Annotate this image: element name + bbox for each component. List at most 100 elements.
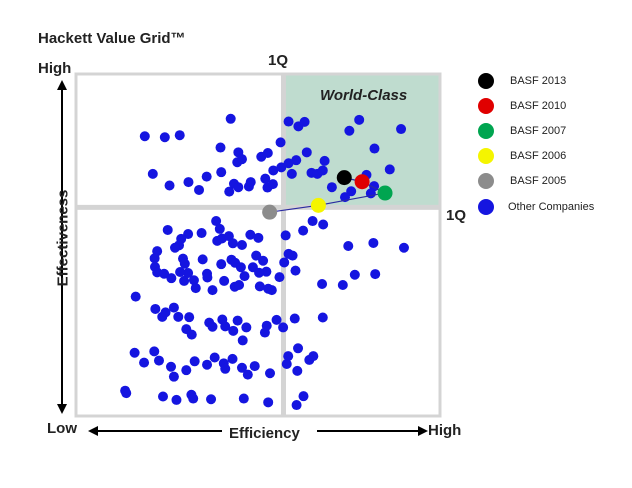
other-company-point	[343, 241, 354, 252]
other-company-point	[262, 148, 273, 159]
other-company-point	[197, 254, 208, 265]
other-company-point	[275, 137, 286, 148]
other-company-point	[280, 230, 291, 241]
other-company-point	[159, 268, 170, 279]
y-axis-label: Effectiveness	[54, 189, 72, 287]
other-company-point	[283, 116, 294, 127]
other-company-point	[337, 280, 348, 291]
other-company-point	[194, 184, 205, 195]
other-company-point	[349, 269, 360, 280]
other-company-point	[251, 250, 262, 261]
other-company-point	[207, 321, 218, 332]
other-company-point	[209, 352, 220, 363]
other-company-point	[147, 168, 158, 179]
other-company-point	[237, 335, 248, 346]
other-company-point	[179, 258, 190, 269]
grid-frame	[74, 72, 442, 418]
other-company-point	[384, 164, 395, 175]
other-company-point	[289, 313, 300, 324]
other-company-point	[286, 168, 297, 179]
other-company-point	[307, 216, 318, 227]
other-company-point	[160, 307, 171, 318]
other-company-point	[166, 273, 177, 284]
other-company-point	[215, 142, 226, 153]
legend-label: BASF 2007	[510, 125, 567, 137]
other-company-point	[206, 394, 217, 405]
other-company-point	[211, 216, 222, 227]
other-company-point	[354, 114, 365, 125]
legend-item-basf-2006: BASF 2006	[478, 147, 566, 165]
other-company-point	[301, 147, 312, 158]
other-company-point	[227, 353, 238, 364]
other-company-point	[164, 180, 175, 191]
other-company-point	[219, 275, 230, 286]
other-company-point	[281, 359, 292, 370]
point-basf-2013	[336, 170, 352, 186]
other-company-point	[299, 116, 310, 127]
other-company-point	[220, 363, 231, 374]
legend-label: BASF 2013	[510, 75, 567, 87]
other-company-point	[298, 225, 309, 236]
legend-marker	[478, 148, 494, 164]
other-company-point	[236, 362, 247, 373]
other-company-point	[245, 177, 256, 188]
other-company-point	[150, 303, 161, 314]
other-company-point	[290, 265, 301, 276]
other-company-point	[225, 113, 236, 124]
other-company-point	[236, 154, 247, 165]
other-company-point	[398, 242, 409, 253]
other-company-point	[129, 347, 140, 358]
other-company-point	[283, 351, 294, 362]
other-company-point	[149, 346, 160, 357]
other-company-point	[317, 165, 328, 176]
other-company-point	[157, 391, 168, 402]
other-company-point	[202, 272, 213, 283]
other-company-point	[188, 393, 199, 404]
other-company-point	[171, 394, 182, 405]
other-company-point	[174, 130, 185, 141]
other-company-point	[292, 365, 303, 376]
other-company-point	[233, 182, 244, 193]
other-company-point	[268, 165, 279, 176]
other-company-point	[344, 125, 355, 136]
legend-label: BASF 2010	[510, 100, 567, 112]
other-company-point	[184, 312, 195, 323]
legend-item-basf-2005: BASF 2005	[478, 172, 566, 190]
legend-item-basf-2013: BASF 2013	[478, 72, 566, 90]
other-company-point	[317, 312, 328, 323]
other-company-point	[283, 158, 294, 169]
other-company-point	[265, 368, 276, 379]
other-company-point	[291, 400, 302, 411]
legend-item-other-companies: Other Companies	[478, 198, 594, 216]
other-company-point	[228, 325, 239, 336]
quadrant-label-right: 1Q	[446, 207, 467, 224]
other-company-point	[227, 238, 238, 249]
legend-item-basf-2010: BASF 2010	[478, 97, 566, 115]
other-company-point	[162, 224, 173, 235]
other-company-point	[266, 285, 277, 296]
other-company-point	[202, 359, 213, 370]
other-company-point	[326, 182, 337, 193]
other-company-point	[293, 343, 304, 354]
other-company-point	[279, 257, 290, 268]
other-company-point	[254, 281, 265, 292]
other-company-point	[283, 248, 294, 259]
other-company-point	[149, 253, 160, 264]
x-axis-low-label: Low	[47, 420, 77, 437]
other-company-point	[170, 242, 181, 253]
other-company-point	[190, 283, 201, 294]
other-company-point	[267, 179, 278, 190]
legend-marker	[478, 173, 494, 189]
other-company-point	[276, 162, 287, 173]
other-company-point	[238, 393, 249, 404]
other-company-point	[263, 397, 274, 408]
other-company-point	[298, 391, 309, 402]
chart-title: Hackett Value Grid™	[38, 30, 186, 47]
other-company-point	[232, 315, 243, 326]
legend-marker	[478, 199, 494, 215]
other-company-point	[370, 269, 381, 280]
other-company-point	[396, 124, 407, 135]
other-company-point	[153, 355, 164, 366]
other-company-point	[183, 177, 194, 188]
other-company-point	[216, 167, 227, 178]
